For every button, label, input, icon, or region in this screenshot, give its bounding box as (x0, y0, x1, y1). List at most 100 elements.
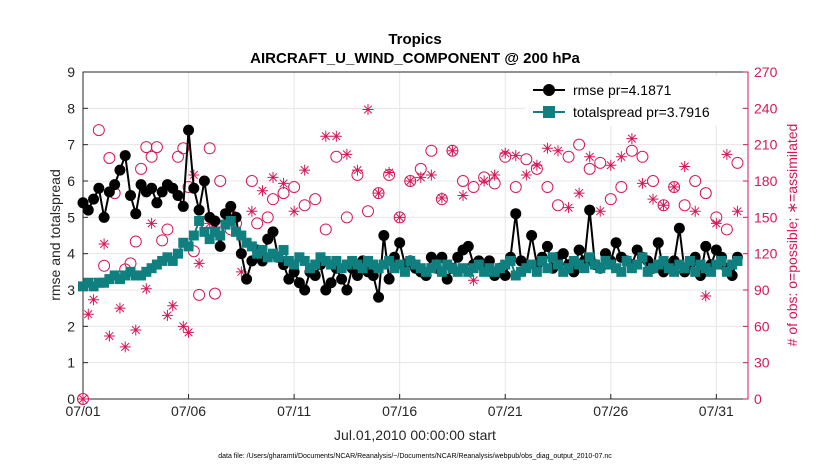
y2-tick-label: 120 (754, 246, 778, 262)
y2-tick-label: 90 (754, 282, 770, 298)
legend-rmse-label: rmse pr=4.1871 (573, 82, 672, 98)
x-tick-label: 07/21 (488, 403, 523, 419)
obs-assimilated-point (278, 177, 290, 189)
rmse-point (209, 215, 221, 227)
totalspread-point (88, 281, 99, 292)
obs-possible-point (647, 175, 659, 187)
obs-possible-point (261, 211, 274, 224)
rmse-point (119, 150, 131, 162)
obs-assimilated-point (320, 130, 332, 142)
obs-assimilated-point (103, 330, 115, 342)
totalspread-point (278, 245, 289, 256)
obs-assimilated-point (658, 199, 670, 211)
totalspread-point (194, 215, 205, 226)
totalspread-point (289, 259, 300, 270)
totalspread-point (104, 274, 115, 285)
obs-possible-point (208, 287, 221, 300)
totalspread-point (579, 263, 590, 274)
totalspread-point (706, 266, 717, 277)
obs-assimilated-point (288, 205, 300, 217)
obs-possible-point (245, 175, 258, 187)
obs-possible-point (509, 181, 522, 194)
totalspread-point (405, 255, 416, 266)
totalspread-point (521, 263, 532, 274)
y-tick-label: 0 (67, 391, 75, 407)
obs-assimilated-point (436, 192, 448, 204)
totalspread-point (421, 266, 432, 277)
totalspread-point (331, 255, 342, 266)
obs-assimilated-point (98, 238, 110, 250)
obs-possible-point (636, 150, 649, 163)
totalspread-point (648, 263, 658, 274)
rmse-point (652, 237, 664, 249)
obs-possible-point (193, 288, 206, 301)
obs-assimilated-point (140, 283, 152, 295)
totalspread-point (347, 255, 358, 266)
totalspread-point (389, 263, 400, 274)
totalspread-point (695, 259, 706, 270)
totalspread-point (209, 226, 220, 237)
obs-assimilated-point (446, 145, 458, 157)
totalspread-point (605, 259, 616, 270)
rmse-point (267, 226, 279, 238)
rmse-point (462, 240, 474, 252)
totalspread-point (494, 263, 505, 274)
rmse-point (82, 204, 94, 216)
totalspread-point (611, 263, 622, 274)
totalspread-point (283, 255, 294, 266)
rmse-point (325, 277, 337, 289)
obs-possible-point (678, 199, 691, 212)
obs-assimilated-point (679, 160, 691, 172)
totalspread-point (93, 277, 104, 288)
totalspread-point (341, 259, 352, 270)
obs-assimilated-point (541, 142, 553, 154)
obs-possible-point (145, 150, 158, 163)
obs-assimilated-point (731, 205, 743, 217)
obs-assimilated-point (457, 190, 469, 202)
obs-possible-point (150, 141, 163, 154)
totalspread-point (431, 259, 442, 270)
totalspread-point (357, 263, 368, 274)
obs-assimilated-point (114, 302, 126, 314)
totalspread-point (320, 255, 331, 266)
rmse-point (673, 222, 685, 234)
totalspread-point (489, 266, 500, 277)
y-tick-label: 7 (67, 137, 75, 153)
obs-possible-point (214, 175, 227, 187)
legend-spread-marker (543, 106, 555, 118)
y-tick-label: 1 (67, 355, 75, 371)
totalspread-point (151, 259, 162, 270)
totalspread-point (732, 255, 743, 266)
obs-possible-point (562, 150, 575, 163)
totalspread-point (304, 263, 315, 274)
rmse-point (383, 273, 395, 285)
obs-assimilated-point (88, 294, 100, 306)
obs-possible-point (541, 181, 554, 194)
obs-assimilated-point (235, 266, 247, 278)
y-tick-label: 2 (67, 318, 75, 334)
totalspread-point (268, 248, 278, 259)
obs-possible-point (699, 187, 712, 200)
obs-assimilated-point (689, 205, 701, 217)
obs-assimilated-point (636, 177, 648, 189)
obs-possible-point (103, 151, 116, 164)
totalspread-point (600, 255, 611, 266)
obs-possible-point (267, 193, 279, 206)
y2-axis-label: # of obs: o=possible; ∗=assimilated (784, 124, 800, 347)
totalspread-point (537, 255, 548, 266)
totalspread-point (130, 270, 141, 281)
x-tick-label: 07/16 (382, 403, 417, 419)
obs-possible-point (340, 211, 353, 224)
obs-possible-point (457, 175, 469, 187)
totalspread-point (399, 266, 410, 277)
obs-assimilated-point (267, 171, 279, 183)
obs-possible-point (129, 235, 142, 248)
obs-assimilated-point (188, 169, 200, 181)
totalspread-point (99, 277, 110, 288)
rmse-line (82, 130, 739, 298)
obs-assimilated-point (552, 145, 564, 157)
rmse-point (109, 179, 121, 191)
obs-possible-point (425, 144, 438, 157)
totalspread-point (373, 263, 384, 274)
obs-possible-point (604, 193, 617, 206)
